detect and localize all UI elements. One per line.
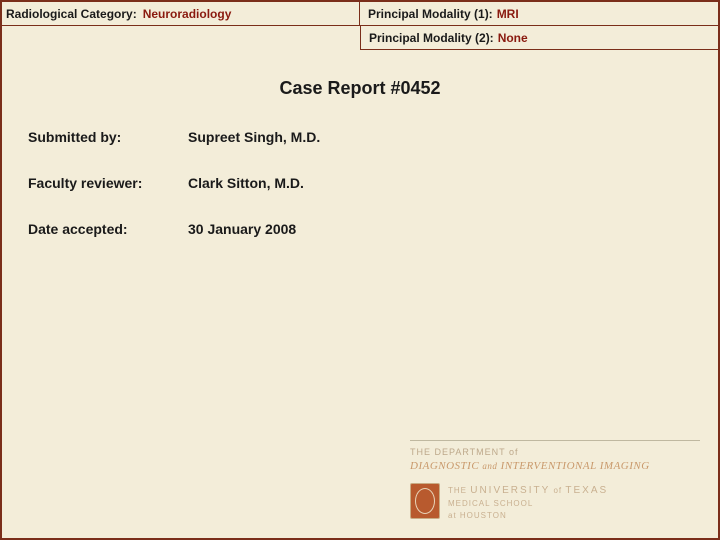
modality-column: Principal Modality (1): MRI: [360, 2, 718, 25]
modality2-label: Principal Modality (2):: [369, 31, 494, 45]
univ-the: THE: [448, 486, 467, 495]
header-top-row: Radiological Category: Neuroradiology Pr…: [2, 2, 718, 26]
submitted-row: Submitted by: Supreet Singh, M.D.: [28, 129, 718, 145]
univ-university: UNIVERSITY: [470, 485, 550, 496]
modality1-row: Principal Modality (1): MRI: [360, 2, 718, 26]
reviewer-row: Faculty reviewer: Clark Sitton, M.D.: [28, 175, 718, 191]
modality1-value: MRI: [497, 7, 519, 21]
university-block: THE UNIVERSITY of TEXAS MEDICAL SCHOOL a…: [410, 483, 700, 522]
category-value: Neuroradiology: [143, 7, 232, 21]
info-table: Submitted by: Supreet Singh, M.D. Facult…: [28, 129, 718, 237]
univ-line3: at HOUSTON: [448, 510, 608, 522]
univ-of: of: [553, 486, 562, 495]
university-text: THE UNIVERSITY of TEXAS MEDICAL SCHOOL a…: [448, 483, 608, 522]
category-label: Radiological Category:: [6, 7, 137, 21]
date-value: 30 January 2008: [188, 221, 296, 237]
page-title: Case Report #0452: [2, 78, 718, 99]
reviewer-label: Faculty reviewer:: [28, 175, 188, 191]
submitted-label: Submitted by:: [28, 129, 188, 145]
submitted-value: Supreet Singh, M.D.: [188, 129, 320, 145]
footer-branding: THE DEPARTMENT of DIAGNOSTIC and INTERVE…: [410, 440, 700, 522]
university-seal-icon: [410, 483, 440, 519]
footer-divider: [410, 440, 700, 441]
modality2-row: Principal Modality (2): None: [360, 26, 718, 50]
date-row: Date accepted: 30 January 2008: [28, 221, 718, 237]
department-block: THE DEPARTMENT of DIAGNOSTIC and INTERVE…: [410, 447, 700, 473]
univ-texas: TEXAS: [565, 485, 608, 496]
dept-prefix: THE DEPARTMENT of: [410, 447, 700, 459]
dept-main-2: INTERVENTIONAL IMAGING: [501, 460, 650, 472]
modality2-value: None: [498, 31, 528, 45]
dept-main: DIAGNOSTIC and INTERVENTIONAL IMAGING: [410, 459, 700, 473]
univ-line1: THE UNIVERSITY of TEXAS: [448, 483, 608, 498]
modality1-label: Principal Modality (1):: [368, 7, 493, 21]
category-cell: Radiological Category: Neuroradiology: [2, 2, 360, 25]
reviewer-value: Clark Sitton, M.D.: [188, 175, 304, 191]
univ-line2: MEDICAL SCHOOL: [448, 498, 608, 510]
date-label: Date accepted:: [28, 221, 188, 237]
dept-main-1: DIAGNOSTIC: [410, 460, 479, 472]
dept-and: and: [482, 461, 497, 471]
